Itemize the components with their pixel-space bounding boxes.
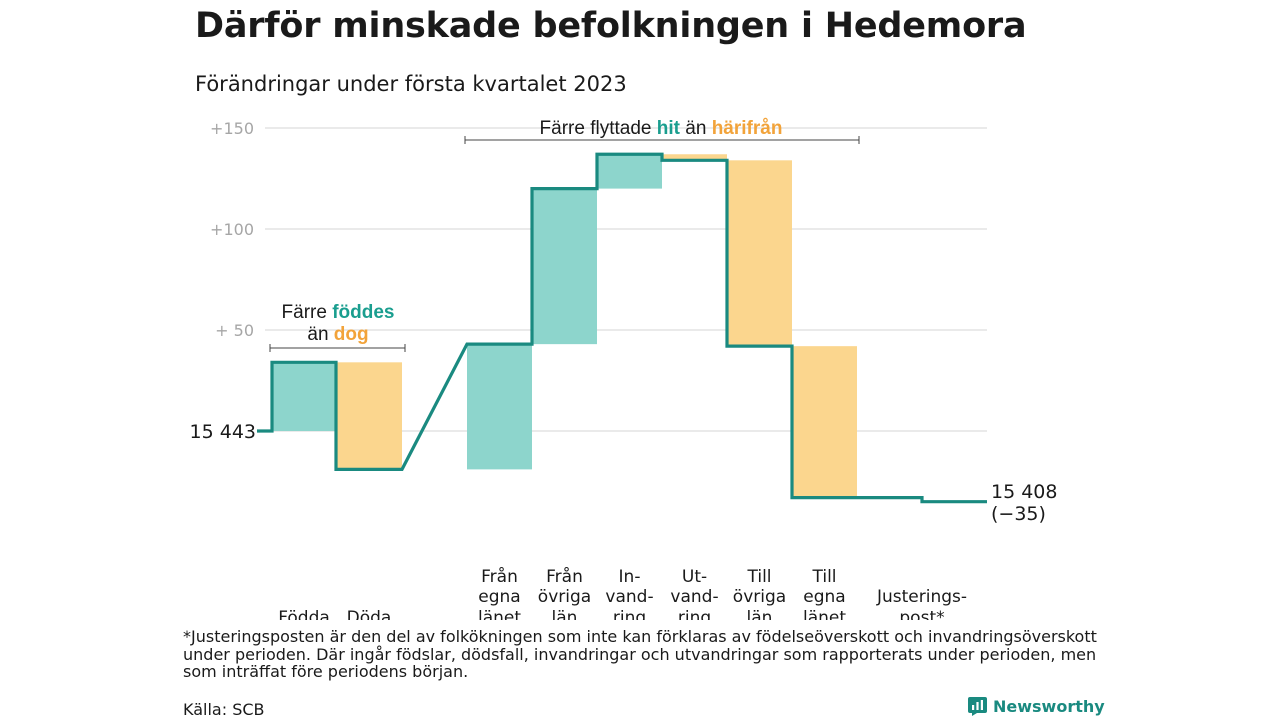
waterfall-bar xyxy=(272,362,336,431)
waterfall-bar xyxy=(336,362,402,470)
category-label: övriga xyxy=(538,587,591,607)
category-label: Till xyxy=(811,567,836,587)
category-label: egna xyxy=(803,587,845,607)
category-label: egna xyxy=(478,587,520,607)
category-label: Döda xyxy=(347,608,392,620)
category-label: Födda xyxy=(278,608,330,620)
end-value-label: (−35) xyxy=(991,503,1046,525)
y-tick-label: +150 xyxy=(210,119,254,138)
category-label: vand- xyxy=(670,587,718,607)
waterfall-bar xyxy=(792,346,857,498)
waterfall-bar xyxy=(597,154,662,189)
chart-title: Därför minskade befolkningen i Hedemora xyxy=(195,6,1027,46)
category-label: Till xyxy=(746,567,771,587)
category-label: ring xyxy=(613,608,646,620)
end-value-label: 15 408 xyxy=(991,481,1057,503)
category-label: Ut- xyxy=(682,567,707,587)
category-label: övriga xyxy=(733,587,786,607)
annotation-births: Färre föddes xyxy=(282,302,395,323)
running-total-line xyxy=(257,152,987,504)
category-label: län xyxy=(747,608,773,620)
chart-subtitle: Förändringar under första kvartalet 2023 xyxy=(195,72,627,96)
newsworthy-logo-icon xyxy=(968,697,987,716)
category-label: länet xyxy=(803,608,846,620)
category-label: länet xyxy=(478,608,521,620)
brand-name: Newsworthy xyxy=(993,697,1105,716)
category-label: post* xyxy=(899,608,944,620)
category-label: In- xyxy=(619,567,641,587)
footnote: *Justeringsposten är den del av folkökni… xyxy=(183,627,1097,681)
category-label: län xyxy=(552,608,578,620)
waterfall-bar xyxy=(532,188,597,345)
annotation-births: än dog xyxy=(307,324,368,345)
annotation-moves: Färre flyttade hit än härifrån xyxy=(540,118,783,139)
source-note: Källa: SCB xyxy=(183,700,265,719)
category-label: Justerings- xyxy=(876,587,967,607)
brand-logo: Newsworthy xyxy=(968,697,1105,716)
start-value-label: 15 443 xyxy=(190,421,256,443)
waterfall-bar xyxy=(662,154,727,161)
category-label: Från xyxy=(481,566,518,587)
waterfall-chart: +150 +100 + 50 15 443 15 408(−35) Födda Döda Fr… xyxy=(190,118,1058,620)
waterfall-bar xyxy=(467,344,532,470)
y-tick-label: + 50 xyxy=(215,321,254,340)
category-label: vand- xyxy=(605,587,653,607)
category-label: ring xyxy=(678,608,711,620)
waterfall-bar xyxy=(727,160,792,347)
category-label: Från xyxy=(546,566,583,587)
y-tick-label: +100 xyxy=(210,220,254,239)
